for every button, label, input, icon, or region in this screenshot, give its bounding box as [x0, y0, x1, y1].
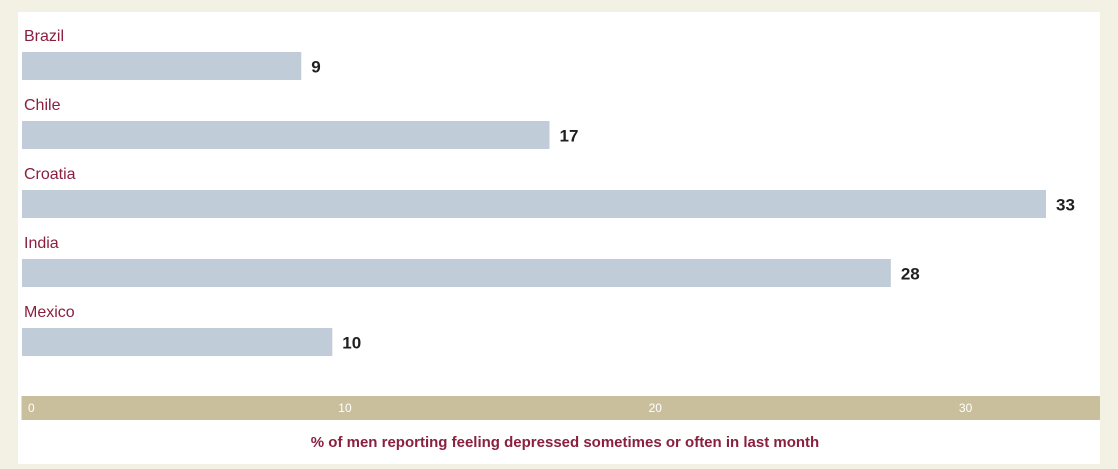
value-label: 28 — [901, 264, 920, 283]
value-label: 33 — [1056, 195, 1075, 214]
category-label: Chile — [24, 97, 61, 114]
plot-background — [18, 12, 1100, 464]
category-label: India — [24, 235, 59, 252]
x-tick-label: 20 — [649, 401, 663, 415]
bar — [22, 121, 550, 149]
axis-band — [22, 396, 1100, 420]
category-label: Mexico — [24, 304, 75, 321]
bar — [22, 52, 302, 80]
x-tick-label: 10 — [338, 401, 352, 415]
bar — [22, 328, 333, 356]
category-label: Croatia — [24, 166, 76, 183]
value-label: 17 — [560, 126, 579, 145]
value-label: 10 — [342, 333, 361, 352]
value-label: 9 — [311, 57, 320, 76]
x-tick-label: 0 — [28, 401, 35, 415]
x-tick-label: 30 — [959, 401, 973, 415]
x-axis-title: % of men reporting feeling depressed som… — [311, 434, 819, 451]
bar — [22, 259, 891, 287]
bar — [22, 190, 1046, 218]
category-label: Brazil — [24, 28, 64, 45]
